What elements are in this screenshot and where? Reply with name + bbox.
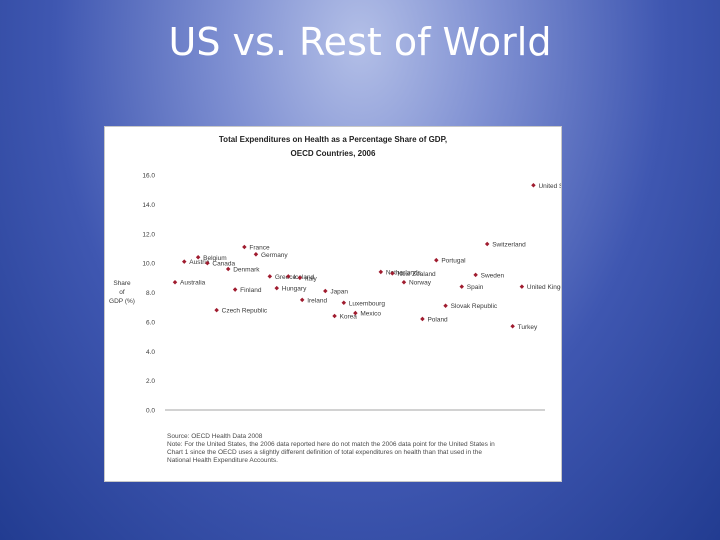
y-axis-ticks: 0.0 2.0 4.0 6.0 8.0 10.0 12.0 14.0 16.0: [142, 173, 155, 415]
y-axis-label-line: GDP (%): [109, 298, 135, 305]
data-point-marker: [443, 303, 448, 308]
data-point-label: Sweden: [481, 272, 505, 279]
y-tick-label: 14.0: [142, 202, 155, 209]
data-point-marker: [286, 274, 291, 279]
data-point-marker: [274, 285, 280, 291]
data-point-marker: [267, 274, 273, 279]
note-line-1: Note: For the United States, the 2006 da…: [167, 441, 495, 448]
data-point-label: Italy: [305, 275, 318, 282]
data-point-label: Netherlands: [386, 269, 422, 276]
data-point-label: Mexico: [360, 311, 381, 318]
data-point-label: Switzerland: [492, 242, 526, 249]
scatter-chart: Total Expenditures on Health as a Percen…: [109, 135, 561, 415]
y-tick-label: 2.0: [146, 378, 155, 385]
data-point-marker: [473, 272, 478, 278]
data-point-label: Canada: [212, 261, 235, 268]
y-tick-label: 10.0: [142, 261, 155, 268]
chart-title: Total Expenditures on Health as a Percen…: [219, 135, 447, 144]
data-point-marker: [242, 244, 247, 250]
data-point-marker: [299, 297, 305, 303]
data-point-marker: [323, 288, 328, 294]
note-line-2: Chart 1 since the OECD uses a slightly d…: [167, 449, 482, 456]
source-note: Source: OECD Health Data 2008: [167, 433, 263, 440]
data-point-marker: [297, 275, 303, 281]
y-tick-label: 8.0: [146, 290, 155, 297]
data-point-marker: [341, 300, 347, 306]
y-axis-label: Share of GDP (%): [109, 280, 135, 305]
y-axis-label-line: of: [119, 289, 125, 296]
data-point-label: Japan: [330, 289, 348, 296]
data-point-marker: [531, 183, 536, 188]
data-point-marker: [420, 316, 425, 322]
data-point-marker: [232, 287, 238, 292]
y-axis-label-line: Share: [113, 280, 131, 287]
data-point-marker: [459, 284, 465, 289]
data-point-label: Australia: [180, 280, 206, 287]
data-point-label: United States: [538, 183, 561, 190]
data-point-label: Hungary: [282, 286, 307, 293]
data-point-label: Iceland: [293, 274, 314, 281]
y-tick-label: 0.0: [146, 408, 155, 415]
data-point-marker: [434, 257, 439, 263]
note-line-3: National Health Expenditure Accounts.: [167, 457, 278, 464]
data-point-label: Austria: [189, 259, 210, 266]
data-point-marker: [253, 252, 259, 257]
data-point-marker: [172, 279, 178, 285]
data-point-marker: [510, 324, 515, 329]
data-point-marker: [181, 259, 187, 264]
data-point-label: United Kingdom: [527, 284, 561, 291]
chart-subtitle: OECD Countries, 2006: [291, 149, 376, 158]
data-point-label: New Zealand: [397, 271, 436, 278]
data-point-label: Luxembourg: [349, 300, 386, 307]
data-point-label: Portugal: [441, 258, 466, 265]
data-point-marker: [214, 307, 219, 313]
y-tick-label: 4.0: [146, 349, 155, 356]
data-point-label: Finland: [240, 287, 262, 294]
data-point-label: Czech Republic: [222, 308, 268, 315]
data-point-marker: [390, 271, 395, 276]
data-point-marker: [332, 313, 337, 319]
data-point-label: Spain: [467, 284, 484, 291]
y-tick-label: 6.0: [146, 319, 155, 326]
data-point-marker: [484, 241, 490, 247]
chart-notes: Source: OECD Health Data 2008 Note: For …: [167, 433, 552, 465]
data-point-label: Denmark: [233, 267, 260, 274]
chart-panel: Total Expenditures on Health as a Percen…: [104, 126, 562, 482]
data-point-label: Korea: [340, 314, 358, 321]
slide-title: US vs. Rest of World: [168, 20, 552, 64]
data-point-label: Greece: [275, 274, 297, 281]
data-point-marker: [519, 284, 525, 289]
data-point-marker: [353, 310, 358, 316]
data-point-label: Poland: [427, 316, 448, 323]
y-tick-label: 16.0: [142, 173, 155, 180]
data-point-label: Turkey: [518, 324, 538, 331]
data-point-label: Belgium: [203, 255, 226, 262]
y-tick-label: 12.0: [142, 231, 155, 238]
data-point-label: France: [249, 244, 270, 251]
data-point-label: Germany: [261, 252, 288, 259]
data-point-marker: [378, 269, 384, 275]
data-point-label: Norway: [409, 280, 432, 287]
data-point-label: Ireland: [307, 297, 327, 304]
data-point-label: Slovak Republic: [451, 303, 498, 310]
data-point-marker: [401, 279, 407, 285]
